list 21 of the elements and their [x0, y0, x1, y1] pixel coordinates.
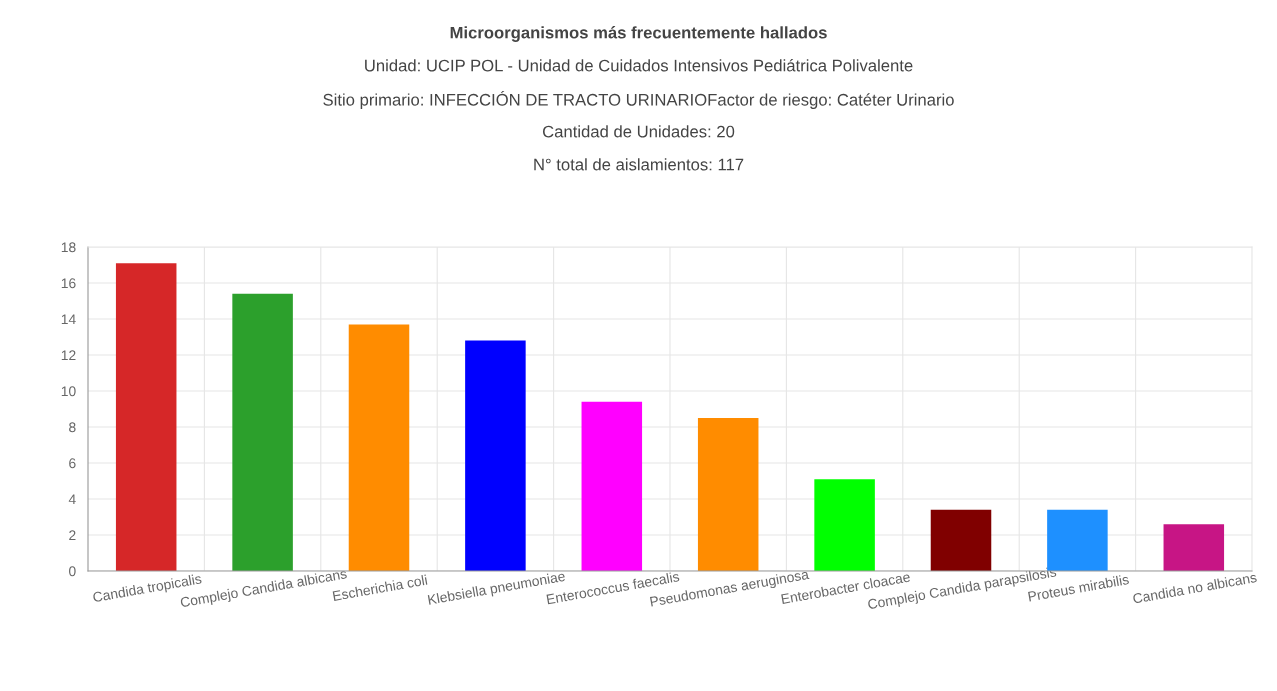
chart-title: Microorganismos más frecuentemente hallados: [450, 26, 827, 42]
bar: [1163, 524, 1225, 571]
y-tick-label: 6: [69, 458, 76, 469]
bar: [697, 418, 759, 571]
y-tick-label: 2: [69, 530, 76, 541]
y-tick-label: 4: [68, 494, 76, 505]
bar: [232, 293, 293, 571]
bar: [814, 479, 875, 571]
bar: [115, 263, 177, 571]
y-tick-label: 0: [69, 566, 76, 577]
x-tick-label: Candida no albicans: [1132, 571, 1258, 604]
y-tick-label: 16: [61, 278, 76, 289]
text: Unidad: UCIP POL - Unidad de Cuidados Intensivos Pediátrica Polivalente Sitio primario: INFECCIÓN DE TRACTO URINARIOFactor de riesgo: Catéter Urinario Cantidad de Unidades: 20 N° total de aislamientos: 117: [323, 59, 954, 171]
y-tick-label: 14: [61, 314, 76, 325]
y-tick-label: 18: [61, 242, 76, 253]
y-tick-label: 8: [69, 422, 76, 433]
y-tick-label: 10: [61, 386, 76, 397]
bar: [581, 401, 643, 571]
bar: [348, 324, 410, 571]
bar: [465, 340, 526, 571]
y-tick-label: 12: [61, 350, 76, 361]
